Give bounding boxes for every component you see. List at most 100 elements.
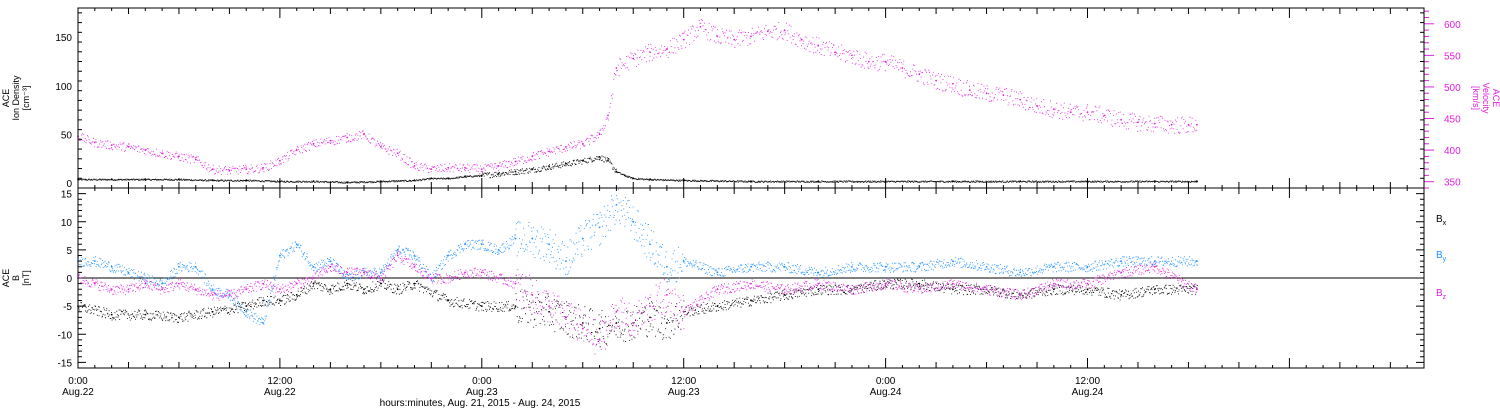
- data-point-velocity: [1002, 94, 1005, 97]
- data-point-bz: [144, 282, 147, 285]
- data-point-bz: [396, 254, 399, 257]
- data-point-bx: [363, 288, 365, 291]
- data-point-bz: [531, 294, 534, 296]
- data-point-bx: [396, 288, 399, 291]
- data-point-by: [127, 271, 130, 274]
- data-point-velocity: [968, 89, 971, 91]
- data-point-bz: [884, 282, 887, 285]
- data-point-bz: [952, 282, 954, 285]
- velocity-tick-label: 600: [1444, 20, 1461, 31]
- data-point-by: [1019, 271, 1022, 274]
- data-point-by: [1120, 260, 1123, 262]
- data-point-bx: [598, 327, 601, 330]
- data-point-bx: [144, 313, 147, 316]
- scatter-texture-by: [78, 189, 1198, 325]
- x-tick-label-date: Aug.24: [870, 387, 902, 398]
- data-point-velocity: [228, 169, 231, 172]
- data-point-by: [346, 277, 349, 279]
- x-tick-label-time: 12:00: [671, 376, 696, 387]
- data-point-velocity: [531, 155, 534, 158]
- data-point-velocity: [329, 139, 332, 142]
- data-point-bz: [632, 322, 635, 324]
- x-tick-label-date: Aug.23: [466, 387, 498, 398]
- data-point-velocity: [346, 136, 349, 139]
- bfield-tick-label: -15: [58, 358, 73, 369]
- velocity-tick-label: 550: [1444, 51, 1461, 62]
- data-point-velocity: [699, 26, 702, 28]
- bfield-tick-label: -5: [63, 302, 72, 313]
- x-tick-label-time: 0:00: [472, 376, 492, 387]
- data-point-velocity: [834, 51, 836, 54]
- data-point-velocity: [952, 82, 954, 85]
- bfield-axis-label-line: ACE: [1, 269, 11, 288]
- data-point-bx: [110, 313, 113, 316]
- data-point-by: [110, 265, 113, 268]
- data-point-density: [548, 165, 550, 168]
- data-point-velocity: [615, 67, 618, 69]
- data-point-velocity: [598, 133, 601, 136]
- series-density: [77, 155, 1198, 184]
- data-point-bx: [329, 288, 332, 291]
- data-point-velocity: [480, 168, 483, 171]
- data-point-by: [682, 260, 685, 262]
- data-point-bz: [682, 310, 685, 313]
- density-axis-label-line: ACE: [1, 89, 11, 108]
- data-point-by: [918, 265, 921, 268]
- data-point-by: [194, 265, 197, 268]
- density-axis-label-line: [cm⁻³]: [21, 86, 31, 111]
- data-point-by: [245, 310, 248, 313]
- bfield-tick-label: 0: [66, 274, 72, 285]
- data-point-bz: [1052, 282, 1055, 285]
- data-point-bz: [565, 316, 567, 319]
- bfield-tick-label: -10: [58, 330, 73, 341]
- data-point-by: [279, 254, 281, 257]
- data-point-density: [607, 159, 609, 162]
- data-point-velocity: [1069, 111, 1072, 114]
- data-point-velocity: [716, 35, 719, 38]
- data-point-velocity: [464, 166, 466, 169]
- data-point-density: [598, 156, 601, 158]
- data-point-bz: [666, 294, 668, 296]
- bfield-axis-label-line: B: [11, 275, 21, 281]
- data-point-bx: [279, 299, 281, 302]
- x-axis-title: hours:minutes, Aug. 21, 2015 - Aug. 24, …: [380, 398, 581, 409]
- time-axis: 0:00Aug.2212:00Aug.220:00Aug.2312:00Aug.…: [62, 8, 1425, 398]
- bfield-axis-label-line: [nT]: [21, 270, 31, 286]
- legend-bx: Bx: [1436, 214, 1447, 227]
- velocity-tick-label: 350: [1444, 178, 1461, 189]
- data-point-bz: [480, 271, 483, 274]
- data-point-bz: [363, 271, 365, 274]
- x-tick-label-time: 0:00: [876, 376, 896, 387]
- data-point-bz: [783, 288, 786, 291]
- data-point-velocity: [514, 160, 517, 163]
- data-point-bz: [985, 288, 988, 291]
- data-point-bx: [918, 282, 921, 285]
- data-point-by: [615, 204, 618, 206]
- data-point-by: [1086, 265, 1089, 268]
- data-point-by: [514, 237, 517, 240]
- data-point-by: [851, 265, 853, 268]
- velocity-tick-label: 500: [1444, 83, 1461, 94]
- data-point-velocity: [380, 146, 382, 148]
- data-point-bz: [413, 265, 416, 268]
- data-point-velocity: [548, 150, 550, 153]
- x-tick-label-date: Aug.22: [62, 387, 94, 398]
- data-point-velocity: [935, 79, 937, 82]
- data-point-bx: [666, 322, 668, 324]
- density-axis-label: ACE Ion Density [cm⁻³]: [1, 75, 31, 121]
- data-point-by: [884, 265, 887, 268]
- data-point-velocity: [1170, 123, 1173, 126]
- data-point-bz: [649, 305, 651, 307]
- legend-by: By: [1436, 250, 1447, 263]
- data-point-velocity: [867, 60, 870, 63]
- data-point-bz: [598, 339, 601, 341]
- data-point-by: [413, 254, 416, 257]
- data-point-velocity: [783, 29, 786, 31]
- data-point-by: [666, 265, 668, 268]
- data-point-bx: [548, 310, 550, 313]
- data-point-bz: [464, 271, 466, 274]
- magnetic-field-panel: -15 -10 -5 0 5 10 15 ACE B [nT] Bx By Bz: [1, 187, 1447, 369]
- data-point-velocity: [901, 67, 904, 69]
